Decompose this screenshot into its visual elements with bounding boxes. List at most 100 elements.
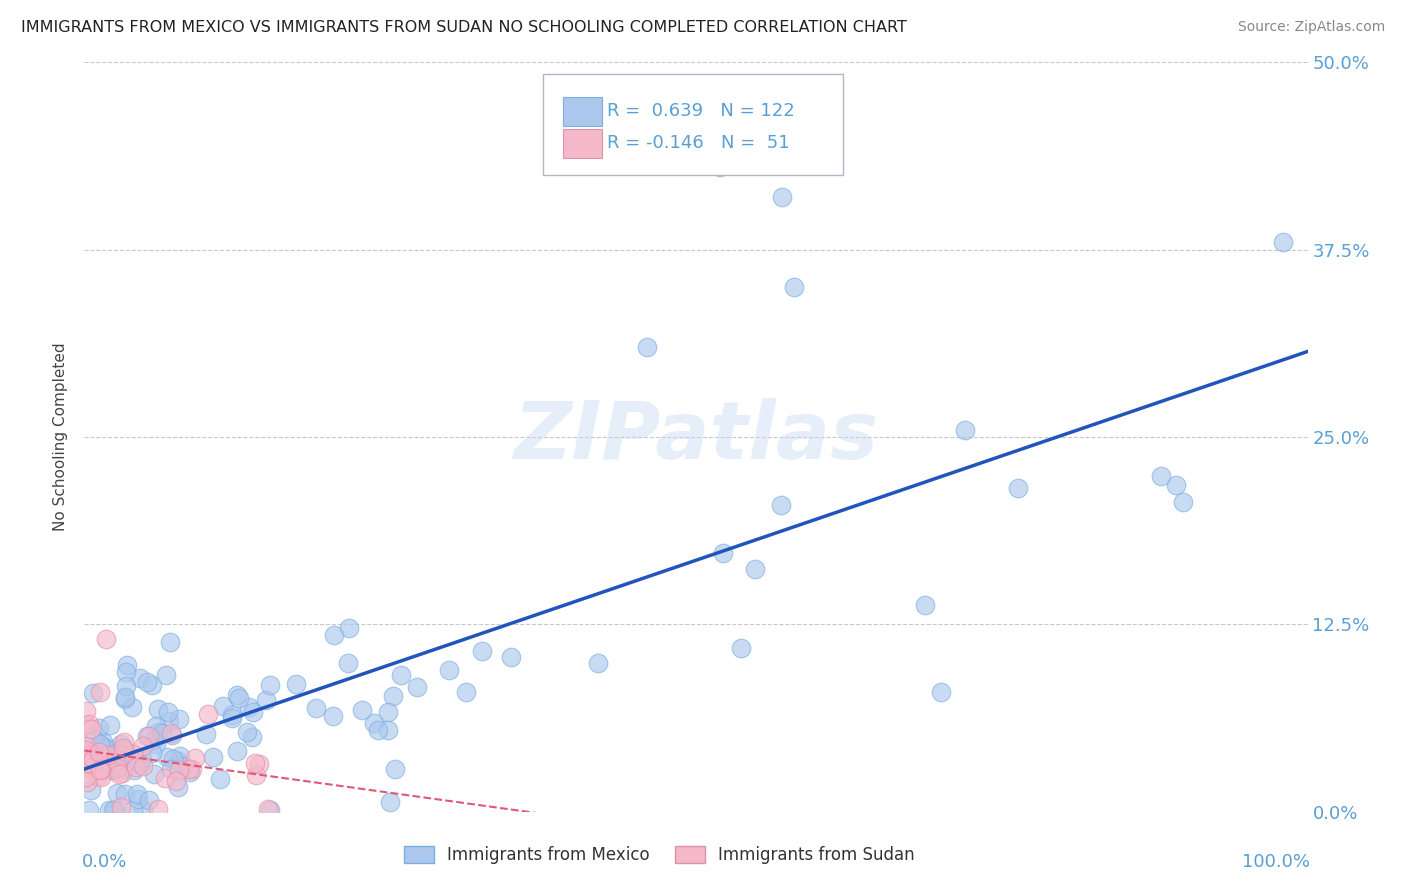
Y-axis label: No Schooling Completed: No Schooling Completed — [53, 343, 69, 532]
Point — [201, 749, 224, 764]
Point — [377, 723, 399, 737]
Point — [1166, 478, 1188, 492]
Point — [242, 705, 264, 719]
Point — [197, 707, 219, 722]
Point — [179, 765, 201, 780]
Point — [142, 767, 165, 781]
Point — [100, 762, 122, 776]
Point — [259, 803, 281, 817]
Point — [305, 701, 328, 715]
Text: 0.0%: 0.0% — [82, 853, 128, 871]
Point — [245, 767, 267, 781]
Point — [80, 722, 103, 736]
Point — [105, 786, 128, 800]
Point — [141, 746, 163, 760]
Point — [132, 803, 155, 817]
Point — [181, 762, 204, 776]
Point — [75, 704, 97, 718]
Text: ZIPatlas: ZIPatlas — [513, 398, 879, 476]
Point — [104, 747, 127, 761]
Text: R = -0.146   N =  51: R = -0.146 N = 51 — [606, 135, 789, 153]
Point — [169, 749, 191, 764]
Point — [82, 757, 104, 772]
Point — [121, 700, 143, 714]
Text: IMMIGRANTS FROM MEXICO VS IMMIGRANTS FROM SUDAN NO SCHOOLING COMPLETED CORRELATI: IMMIGRANTS FROM MEXICO VS IMMIGRANTS FRO… — [21, 20, 907, 35]
Point — [124, 763, 146, 777]
Point — [97, 748, 120, 763]
Point — [76, 748, 98, 763]
Point — [82, 686, 104, 700]
Point — [1007, 482, 1029, 496]
Point — [127, 792, 149, 806]
Point — [77, 717, 100, 731]
Point — [285, 677, 308, 691]
Point — [146, 802, 169, 816]
Point — [162, 752, 184, 766]
Point — [744, 562, 766, 576]
Point — [114, 691, 136, 706]
Point — [236, 725, 259, 739]
Point — [228, 691, 250, 706]
Point — [80, 747, 103, 762]
Point — [456, 685, 478, 699]
Point — [437, 663, 460, 677]
Point — [226, 744, 249, 758]
Point — [167, 763, 190, 777]
Point — [82, 752, 104, 766]
Point — [221, 711, 243, 725]
Point — [166, 755, 188, 769]
Point — [1171, 494, 1194, 508]
Point — [242, 730, 264, 744]
Point — [157, 705, 180, 719]
Point — [89, 750, 111, 764]
FancyBboxPatch shape — [543, 74, 842, 175]
Point — [90, 762, 112, 776]
Point — [110, 763, 132, 777]
Point — [159, 762, 181, 776]
Point — [221, 708, 243, 723]
Point — [145, 719, 167, 733]
Point — [254, 693, 277, 707]
Point — [172, 758, 194, 772]
Point — [167, 712, 190, 726]
Point — [153, 771, 176, 785]
Point — [80, 783, 103, 797]
Point — [1150, 469, 1173, 483]
Point — [94, 751, 117, 765]
Point — [212, 699, 235, 714]
Point — [257, 802, 280, 816]
Point — [96, 632, 118, 647]
Point — [91, 757, 114, 772]
Point — [159, 635, 181, 649]
Point — [953, 423, 976, 437]
Point — [322, 709, 344, 723]
Point — [350, 703, 373, 717]
Point — [105, 761, 128, 775]
Point — [75, 742, 97, 756]
Point — [195, 727, 218, 741]
Point — [389, 668, 412, 682]
Point — [143, 733, 166, 747]
Point — [384, 763, 406, 777]
Point — [75, 739, 97, 753]
Point — [75, 770, 97, 784]
Point — [98, 718, 121, 732]
Point — [770, 190, 793, 204]
Point — [148, 702, 170, 716]
Point — [80, 762, 103, 776]
Point — [114, 690, 136, 705]
Point — [104, 803, 127, 817]
Point — [77, 803, 100, 817]
Point — [783, 280, 806, 294]
Point — [337, 621, 360, 635]
Point — [132, 739, 155, 753]
Point — [129, 671, 152, 685]
Point — [111, 741, 134, 756]
Point — [76, 757, 98, 772]
Point — [114, 735, 136, 749]
Point — [104, 750, 127, 764]
Point — [110, 737, 132, 751]
Point — [98, 803, 121, 817]
Point — [83, 749, 105, 764]
Point — [107, 767, 129, 781]
